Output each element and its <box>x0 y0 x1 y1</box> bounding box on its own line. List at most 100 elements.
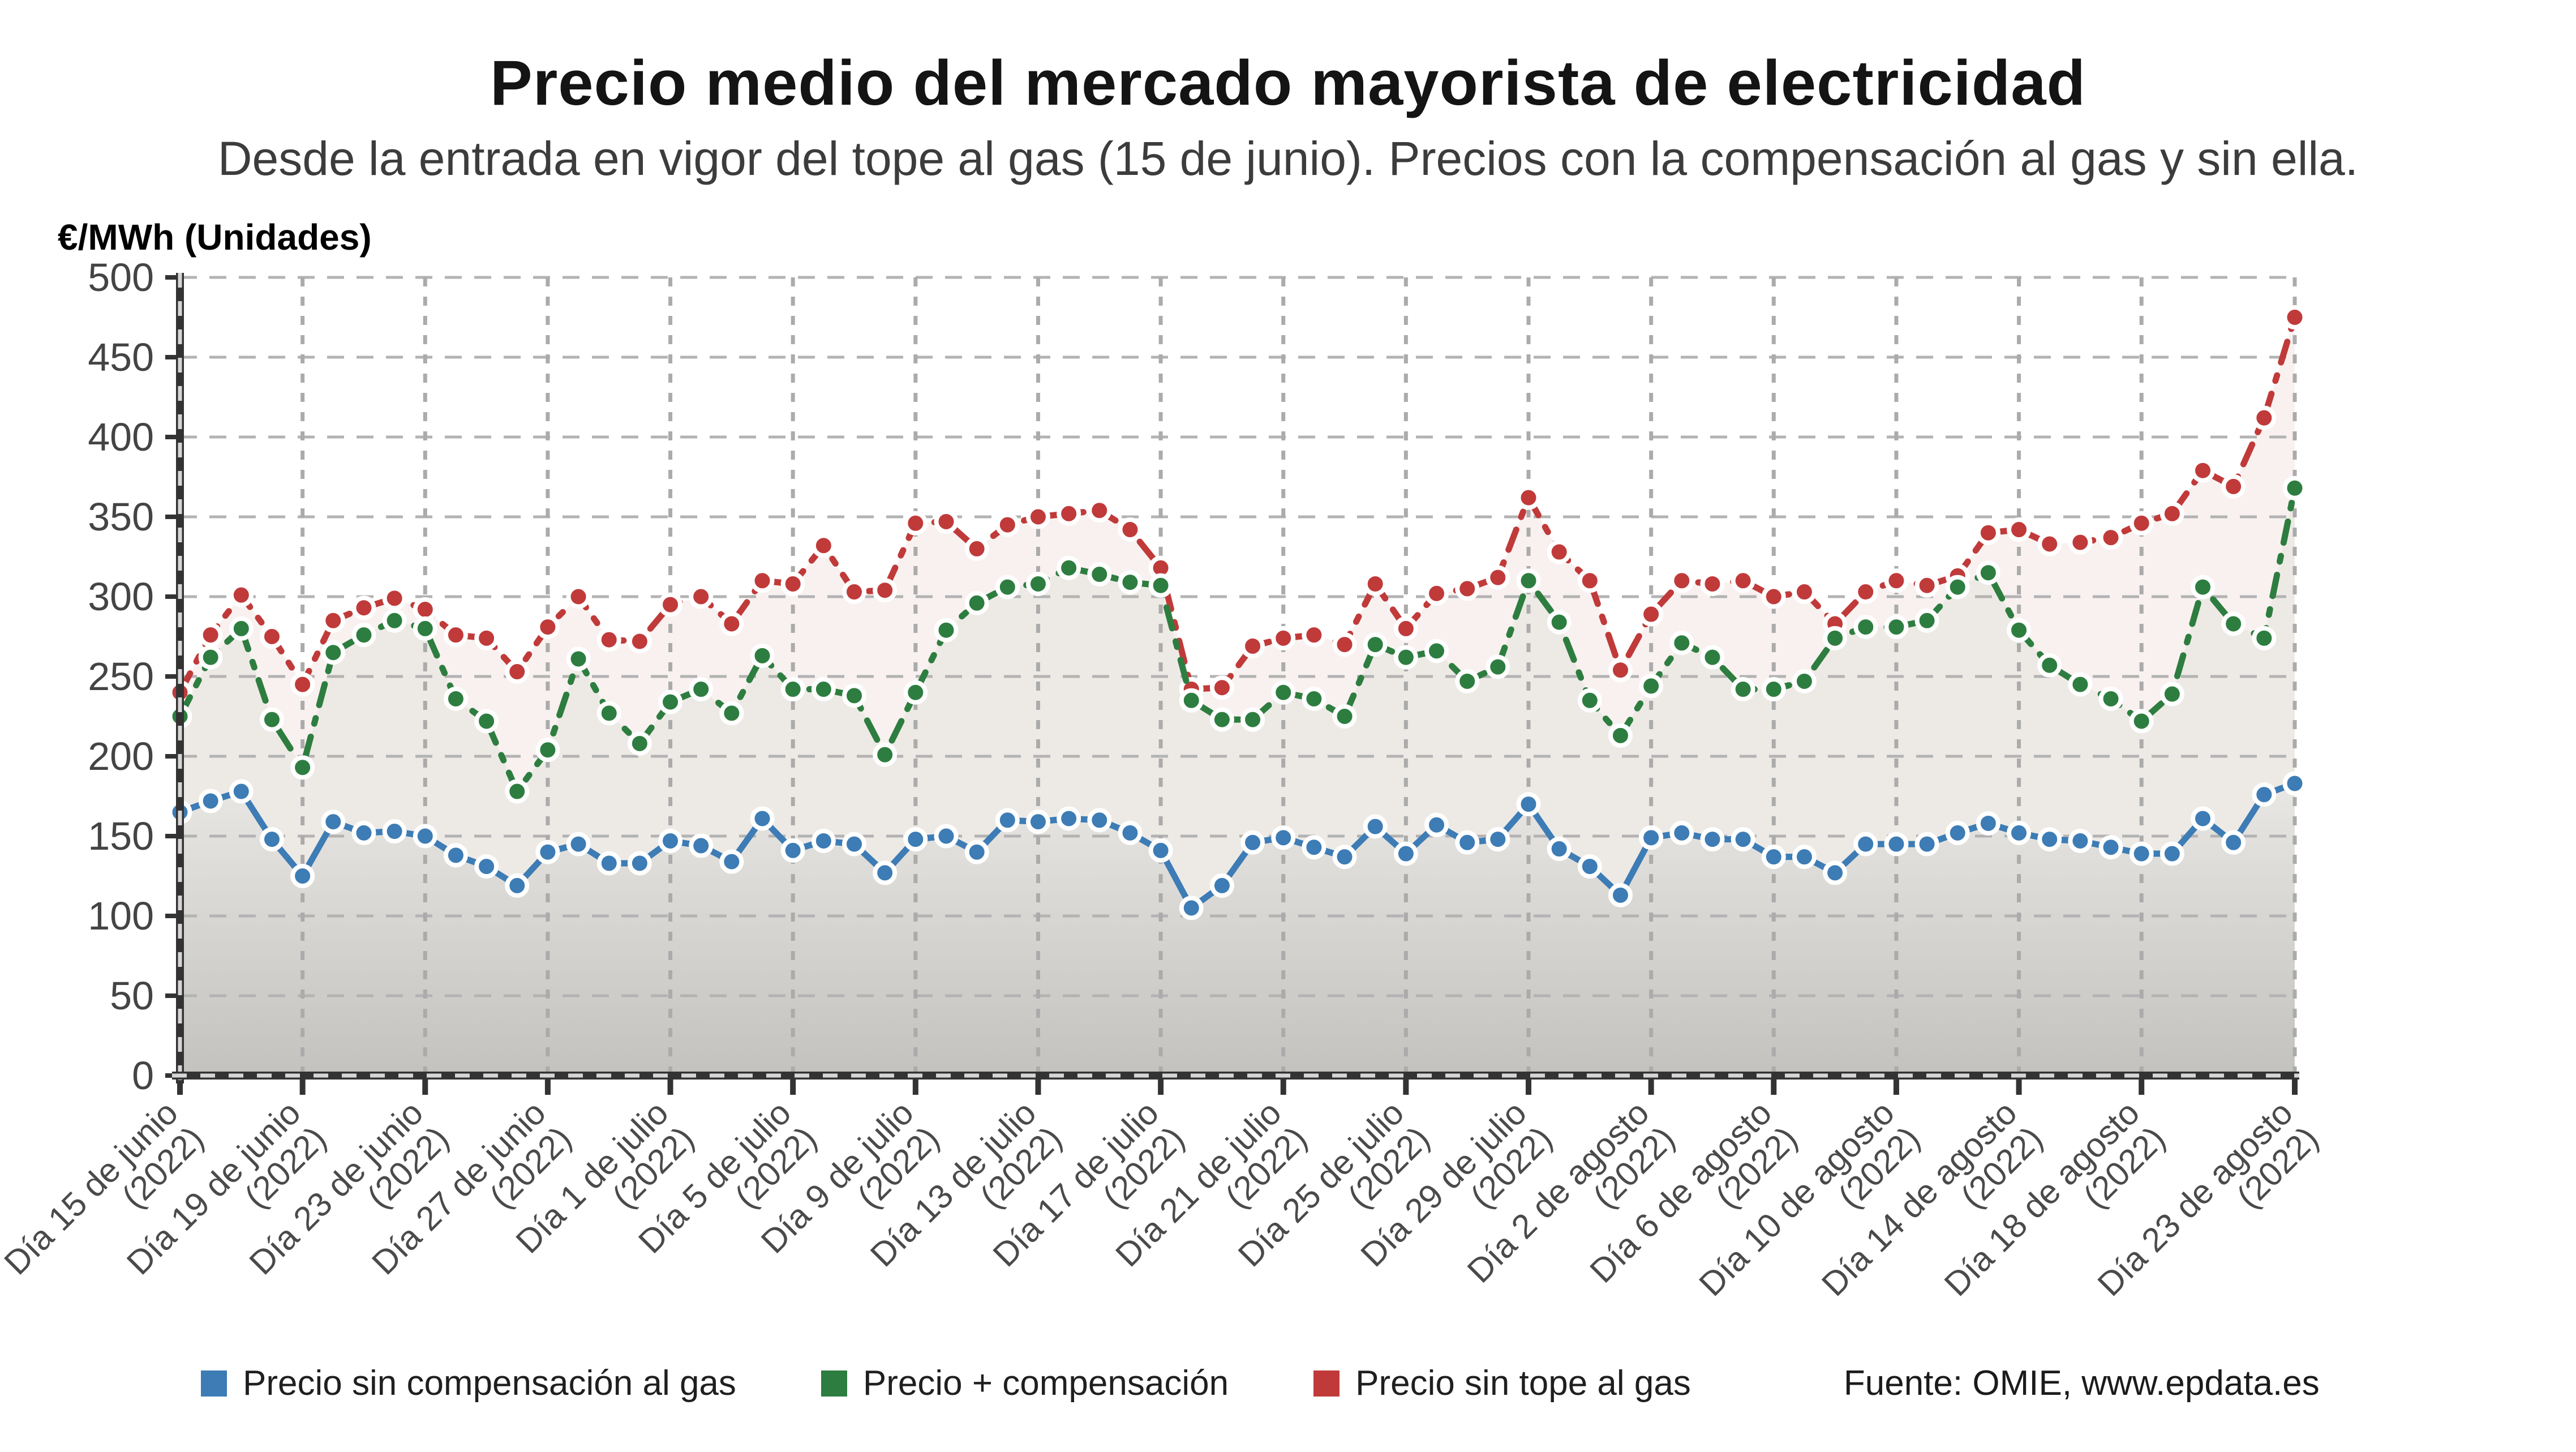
source-attribution: Fuente: OMIE, www.epdata.es <box>1843 1364 2320 1403</box>
data-point <box>1608 883 1633 907</box>
data-point <box>1547 610 1572 635</box>
data-point <box>2129 841 2154 866</box>
data-point <box>198 789 223 813</box>
data-point <box>443 623 468 648</box>
data-point <box>1761 677 1786 702</box>
data-point <box>1302 623 1326 648</box>
data-point <box>1393 841 1418 866</box>
data-point <box>750 643 775 668</box>
data-point <box>934 618 959 643</box>
data-point <box>413 616 437 641</box>
data-point <box>995 575 1020 599</box>
data-point <box>2191 458 2216 483</box>
data-point <box>811 533 836 558</box>
chart-subtitle: Desde la entrada en vigor del tope al ga… <box>217 132 2359 185</box>
data-point <box>259 707 284 732</box>
data-point <box>1516 792 1541 817</box>
data-point <box>1639 825 1664 850</box>
data-point <box>382 608 407 633</box>
data-point <box>2282 771 2307 796</box>
data-point <box>1823 626 1848 650</box>
y-tick-label: 400 <box>88 415 154 459</box>
data-point <box>1577 854 1602 879</box>
data-point <box>1731 827 1755 852</box>
data-point <box>1486 827 1510 852</box>
data-point <box>750 806 775 831</box>
data-point <box>1332 704 1357 729</box>
data-point <box>229 616 254 641</box>
data-point <box>2191 806 2216 831</box>
data-point <box>1179 688 1204 713</box>
data-point <box>382 819 407 844</box>
data-point <box>290 672 315 697</box>
y-axis-title: €/MWh (Unidades) <box>58 217 372 258</box>
data-point <box>535 615 560 640</box>
data-point <box>382 586 407 611</box>
y-tick-label: 500 <box>88 255 154 299</box>
data-point <box>1025 504 1050 529</box>
data-point <box>1945 575 1970 599</box>
data-point <box>1884 615 1909 640</box>
data-point <box>1516 485 1541 510</box>
data-point <box>1577 688 1602 713</box>
data-point <box>780 571 805 596</box>
data-point <box>566 646 591 671</box>
data-point <box>1976 560 2000 585</box>
data-point <box>1976 520 2000 545</box>
data-point <box>1639 674 1664 699</box>
legend-label: Precio + compensación <box>862 1364 1229 1403</box>
data-point <box>1179 896 1204 920</box>
data-point <box>1455 576 1480 601</box>
data-point <box>198 645 223 670</box>
data-point <box>1914 608 1939 633</box>
data-point <box>2068 828 2093 853</box>
data-point <box>964 536 989 561</box>
legend-label: Precio sin compensación al gas <box>243 1364 736 1403</box>
data-point <box>1087 498 1112 523</box>
data-point <box>1884 832 1909 856</box>
data-point <box>1639 602 1664 627</box>
data-point <box>934 509 959 534</box>
data-point <box>2191 575 2216 599</box>
data-point <box>1761 584 1786 609</box>
y-tick-label: 50 <box>110 974 154 1018</box>
data-point <box>443 843 468 868</box>
data-point <box>1976 811 2000 836</box>
legend-item-sin-compensacion[interactable]: Precio sin compensación al gas <box>201 1363 736 1403</box>
data-point <box>873 742 898 767</box>
data-point <box>1608 658 1633 683</box>
legend-item-sin-tope[interactable]: Precio sin tope al gas <box>1313 1363 1691 1403</box>
data-point <box>1700 645 1725 670</box>
data-point <box>1209 873 1234 898</box>
data-point <box>1914 573 1939 598</box>
data-point <box>2221 474 2246 499</box>
data-point <box>1302 686 1326 711</box>
data-point <box>1393 616 1418 641</box>
data-point <box>627 629 652 654</box>
data-point <box>873 860 898 885</box>
data-point <box>1700 827 1725 852</box>
data-point <box>1332 845 1357 870</box>
data-point <box>658 689 683 714</box>
data-point <box>535 738 560 763</box>
data-point <box>903 680 928 705</box>
legend-swatch-blue-icon <box>201 1370 227 1397</box>
data-point <box>2007 618 2032 643</box>
data-point <box>1914 832 1939 856</box>
data-point <box>2037 532 2062 556</box>
data-point <box>780 838 805 863</box>
legend-item-mas-compensacion[interactable]: Precio + compensación <box>821 1363 1229 1403</box>
data-point <box>2007 517 2032 542</box>
data-point <box>1455 830 1480 855</box>
data-point <box>1424 812 1449 837</box>
data-point <box>321 640 346 665</box>
y-tick-label: 200 <box>88 734 154 778</box>
data-point <box>1057 555 1081 580</box>
data-point <box>1363 814 1388 839</box>
data-point <box>2037 653 2062 678</box>
y-tick-label: 450 <box>88 335 154 379</box>
data-point <box>750 568 775 593</box>
data-point <box>2098 686 2123 711</box>
data-point <box>658 828 683 853</box>
